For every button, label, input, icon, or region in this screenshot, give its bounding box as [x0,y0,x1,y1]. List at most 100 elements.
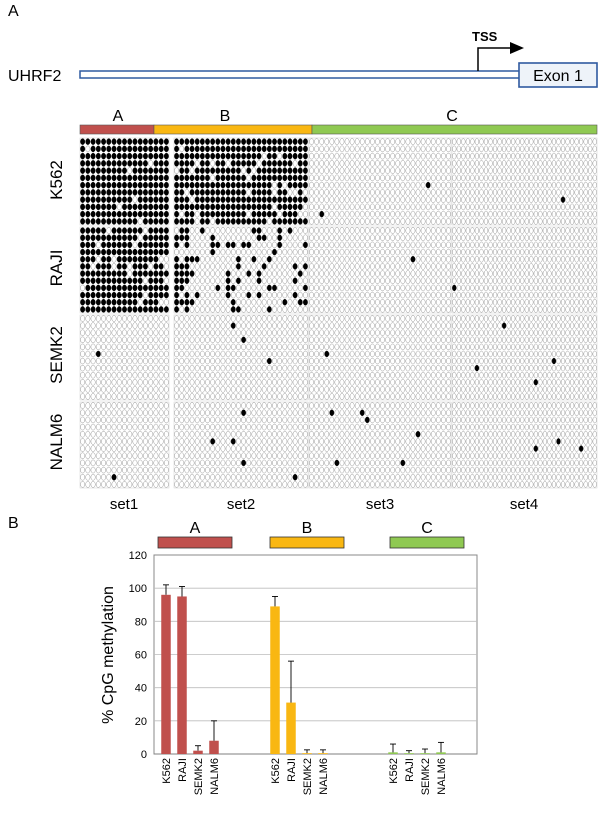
cpg-unmethylated [520,167,525,174]
cpg-unmethylated [474,306,480,313]
cpg-methylated [230,284,236,292]
cpg-unmethylated [116,416,122,424]
cpg-unmethylated [565,343,570,351]
cpg-unmethylated [314,364,319,372]
cpg-methylated [111,152,117,160]
cpg-methylated [220,203,226,211]
cpg-unmethylated [390,431,396,438]
cpg-unmethylated [122,438,127,445]
cpg-unmethylated [354,138,360,145]
cpg-unmethylated [520,277,525,284]
cpg-unmethylated [179,445,185,452]
cpg-unmethylated [122,474,127,481]
cpg-unmethylated [256,423,262,431]
cpg-unmethylated [488,174,493,182]
cpg-unmethylated [199,364,205,372]
cpg-unmethylated [225,438,231,445]
cpg-unmethylated [95,416,101,424]
cpg-unmethylated [210,350,216,358]
cpg-unmethylated [116,452,122,459]
cpg-unmethylated [266,315,272,322]
cpg-unmethylated [359,322,365,329]
cpg-methylated [282,174,288,182]
cpg-methylated [158,277,164,284]
cpg-unmethylated [256,481,262,488]
cpg-unmethylated [116,364,122,372]
cpg-unmethylated [569,263,575,270]
cpg-unmethylated [479,357,484,365]
cpg-methylated [163,306,169,313]
cpg-unmethylated [565,322,570,329]
cpg-unmethylated [390,438,396,445]
cpg-unmethylated [492,386,498,393]
cpg-methylated [251,256,257,263]
cpg-unmethylated [405,248,411,256]
cpg-unmethylated [272,227,277,234]
cpg-unmethylated [483,379,489,386]
cpg-unmethylated [569,241,575,249]
cpg-unmethylated [529,379,534,386]
cpg-unmethylated [272,364,277,372]
cpg-unmethylated [538,270,543,277]
cpg-unmethylated [533,306,538,313]
cpg-methylated [292,152,298,160]
lollipop-block [79,137,170,226]
cpg-methylated [261,234,267,241]
cpg-methylated [163,189,169,196]
cpg-unmethylated [179,466,185,474]
cpg-unmethylated [524,474,529,481]
cpg-methylated [132,256,138,263]
cpg-unmethylated [538,445,543,452]
cpg-unmethylated [511,203,516,211]
cpg-unmethylated [205,277,210,284]
cpg-unmethylated [251,402,257,409]
cpg-unmethylated [385,181,390,189]
cpg-unmethylated [225,256,231,263]
cpg-unmethylated [297,241,303,249]
cpg-unmethylated [465,241,470,249]
cpg-unmethylated [359,203,365,211]
cpg-unmethylated [551,364,557,372]
cpg-unmethylated [334,189,340,196]
cpg-unmethylated [542,481,548,488]
cpg-unmethylated [194,263,200,270]
cpg-unmethylated [488,372,493,379]
cpg-unmethylated [465,181,470,189]
cpg-unmethylated [430,263,436,270]
cpg-unmethylated [497,241,502,249]
cpg-unmethylated [148,423,154,431]
cpg-unmethylated [410,160,416,167]
cpg-unmethylated [277,481,283,488]
cpg-unmethylated [479,459,484,467]
cpg-unmethylated [430,386,436,393]
cpg-unmethylated [488,466,493,474]
cpg-unmethylated [547,181,552,189]
cpg-unmethylated [583,431,588,438]
cpg-methylated [158,203,164,211]
cpg-unmethylated [246,466,252,474]
cpg-unmethylated [194,277,200,284]
cpg-unmethylated [592,393,597,400]
cpg-unmethylated [400,402,406,409]
cpg-unmethylated [452,445,457,452]
cpg-unmethylated [143,364,148,372]
cpg-unmethylated [364,329,370,336]
cpg-unmethylated [492,322,498,329]
cpg-unmethylated [461,160,466,167]
cpg-unmethylated [189,350,195,358]
cpg-unmethylated [236,315,241,322]
cpg-unmethylated [329,234,335,241]
cpg-unmethylated [400,270,406,277]
cpg-unmethylated [533,218,538,225]
cpg-unmethylated [569,167,575,174]
cpg-unmethylated [456,203,461,211]
cpg-unmethylated [148,364,154,372]
cpg-methylated [85,189,91,196]
cpg-unmethylated [292,431,298,438]
cpg-unmethylated [309,350,314,358]
cpg-unmethylated [560,270,566,277]
cpg-methylated [127,291,133,299]
cpg-unmethylated [375,322,380,329]
cpg-unmethylated [556,227,561,234]
cpg-unmethylated [241,445,246,452]
